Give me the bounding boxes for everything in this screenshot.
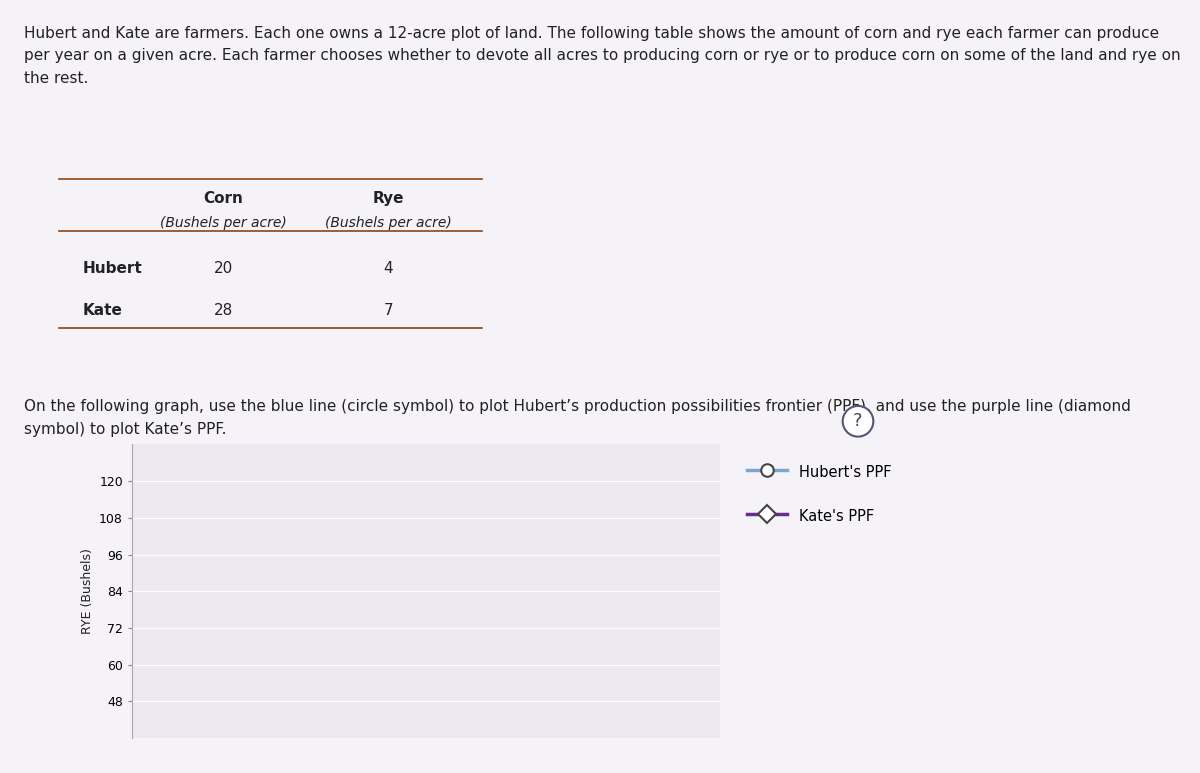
Y-axis label: RYE (Bushels): RYE (Bushels)	[80, 548, 94, 635]
Text: (Bushels per acre): (Bushels per acre)	[325, 216, 451, 230]
Text: ?: ?	[853, 412, 863, 431]
Text: Rye: Rye	[372, 192, 404, 206]
Legend: Hubert's PPF, Kate's PPF: Hubert's PPF, Kate's PPF	[739, 455, 899, 532]
Text: (Bushels per acre): (Bushels per acre)	[161, 216, 287, 230]
Text: On the following graph, use the blue line (circle symbol) to plot Hubert’s produ: On the following graph, use the blue lin…	[24, 400, 1130, 437]
Text: 4: 4	[384, 261, 394, 276]
Text: Hubert and Kate are farmers. Each one owns a 12-acre plot of land. The following: Hubert and Kate are farmers. Each one ow…	[24, 26, 1181, 86]
Text: 28: 28	[214, 304, 233, 318]
Text: 20: 20	[214, 261, 233, 276]
Text: Kate: Kate	[83, 304, 122, 318]
Text: Corn: Corn	[204, 192, 244, 206]
Text: Hubert: Hubert	[83, 261, 143, 276]
Text: 7: 7	[384, 304, 394, 318]
